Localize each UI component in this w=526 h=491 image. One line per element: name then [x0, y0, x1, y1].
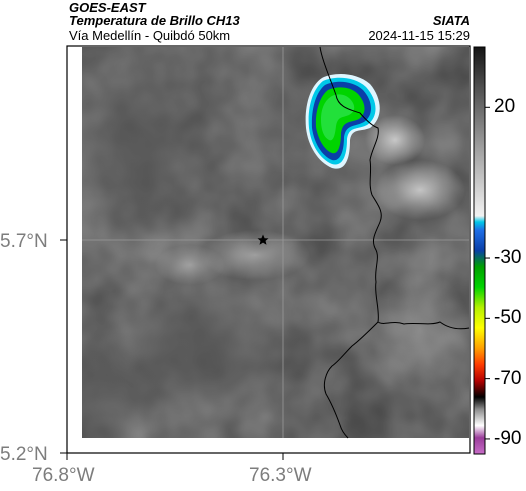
agency-label: SIATA: [432, 13, 470, 28]
cold-cloud-cell: [305, 74, 380, 169]
department-boundary: [319, 46, 470, 439]
timestamp: 2024-11-15 15:29: [368, 28, 470, 43]
colorbar-tick-label: 20: [494, 96, 516, 118]
lon-label-76-8: 76.8°W: [32, 465, 95, 486]
axis-ticks: [60, 239, 284, 460]
lat-label-5-2: 5.2°N: [0, 444, 48, 465]
brightness-temperature-field: [82, 47, 469, 438]
colorbar-ramp: [473, 46, 486, 455]
region-label: Vía Medellín - Quibdó 50km: [69, 28, 231, 43]
star-icon: [257, 234, 269, 245]
colorbar-tick-label: -90: [494, 427, 522, 449]
colorbar-tick-label: -50: [494, 307, 522, 329]
lon-label-76-3: 76.3°W: [249, 465, 312, 486]
colorbar-tick-label: -70: [494, 367, 522, 389]
lat-label-5-7: 5.7°N: [0, 231, 48, 252]
satellite-name: GOES-EAST: [69, 0, 146, 15]
colorbar: [473, 46, 490, 455]
colorbar-tick-label: -30: [494, 247, 522, 269]
product-title: Temperatura de Brillo CH13: [69, 13, 240, 28]
